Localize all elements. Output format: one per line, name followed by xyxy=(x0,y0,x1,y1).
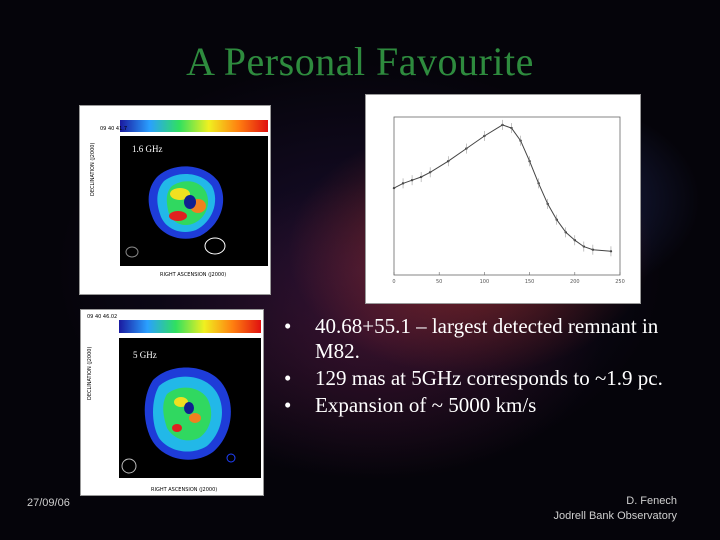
bullet-item: • 129 mas at 5GHz corresponds to ~1.9 pc… xyxy=(284,366,684,391)
profile-points xyxy=(392,119,613,257)
frequency-label-5ghz: 5 GHz xyxy=(133,350,157,360)
radio-map-5ghz-image: 09 40 46.02 DECLINATION (J2000) RIGHT AS… xyxy=(81,310,263,495)
radio-map-5ghz: 09 40 46.02 DECLINATION (J2000) RIGHT AS… xyxy=(80,309,264,496)
svg-text:09 40 46.02: 09 40 46.02 xyxy=(87,314,117,320)
bullet-text: Expansion of ~ 5000 km/s xyxy=(315,393,537,417)
profile-line xyxy=(393,124,612,252)
svg-text:09 40 41.7: 09 40 41.7 xyxy=(100,126,127,132)
bullet-text: 40.68+55.1 – largest detected remnant in… xyxy=(315,314,659,363)
svg-text:DECLINATION (J2000): DECLINATION (J2000) xyxy=(87,347,93,400)
x-axis-ticks: 0 50 100 150 200 250 xyxy=(392,272,625,285)
slide-footer-credit: D. Fenech Jodrell Bank Observatory xyxy=(554,494,678,524)
bullet-symbol: • xyxy=(284,393,292,417)
radial-profile-chart: 0 50 100 150 200 250 xyxy=(366,95,640,303)
bullet-text: 129 mas at 5GHz corresponds to ~1.9 pc. xyxy=(315,366,663,390)
x-tick-label: 0 xyxy=(392,279,395,285)
plot-frame xyxy=(393,116,621,276)
bullet-list: • 40.68+55.1 – largest detected remnant … xyxy=(284,314,684,420)
institution-name: Jodrell Bank Observatory xyxy=(553,510,678,522)
author-name: D. Fenech xyxy=(626,495,677,507)
bullet-symbol: • xyxy=(284,314,292,338)
x-tick-label: 250 xyxy=(615,279,625,285)
slide-date: 27/09/06 xyxy=(27,497,70,509)
svg-text:RIGHT ASCENSION (J2000): RIGHT ASCENSION (J2000) xyxy=(151,487,217,493)
frequency-label-1-6ghz: 1.6 GHz xyxy=(132,144,163,154)
x-tick-label: 100 xyxy=(480,279,490,285)
x-tick-label: 200 xyxy=(570,279,580,285)
bullet-item: • 40.68+55.1 – largest detected remnant … xyxy=(284,314,684,364)
svg-text:DECLINATION (J2000): DECLINATION (J2000) xyxy=(90,143,96,196)
bullet-symbol: • xyxy=(284,366,292,390)
svg-text:RIGHT ASCENSION (J2000): RIGHT ASCENSION (J2000) xyxy=(160,272,226,278)
radio-map-1-6ghz-image: 09 40 41.7 DECLINATION (J2000) RIGHT ASC… xyxy=(80,106,270,294)
slide-title: A Personal Favourite xyxy=(186,39,534,84)
radio-map-1-6ghz: 09 40 41.7 DECLINATION (J2000) RIGHT ASC… xyxy=(79,105,271,295)
x-tick-label: 150 xyxy=(525,279,535,285)
bullet-item: • Expansion of ~ 5000 km/s xyxy=(284,393,684,418)
x-tick-label: 50 xyxy=(436,279,442,285)
radial-profile-plot: 0 50 100 150 200 250 xyxy=(365,94,641,304)
